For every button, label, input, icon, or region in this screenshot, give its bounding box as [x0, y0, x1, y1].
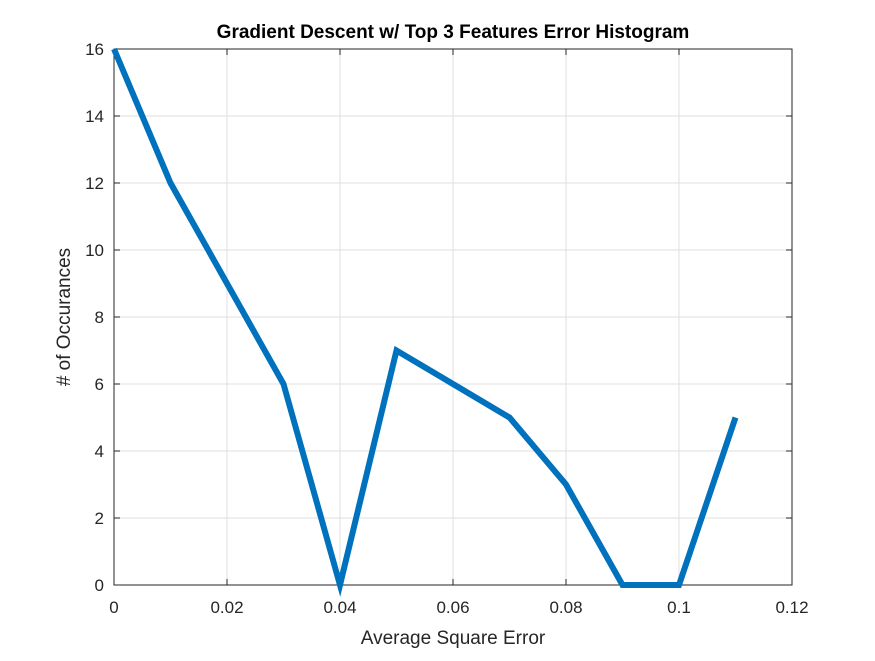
y-tick-label: 14 [85, 107, 104, 126]
x-tick-label: 0.12 [775, 598, 808, 617]
y-tick-label: 4 [95, 442, 104, 461]
y-tick-label: 10 [85, 241, 104, 260]
x-tick-label: 0.06 [436, 598, 469, 617]
y-tick-label: 2 [95, 509, 104, 528]
x-tick-label: 0.08 [549, 598, 582, 617]
y-axis-label: # of Occurances [54, 248, 75, 386]
chart-title: Gradient Descent w/ Top 3 Features Error… [217, 22, 690, 43]
grid-lines [113, 48, 793, 586]
x-tick-label: 0 [109, 598, 118, 617]
x-tick-label: 0.02 [210, 598, 243, 617]
y-tick-label: 6 [95, 375, 104, 394]
axis-ticks [113, 48, 793, 586]
x-tick-label: 0.1 [667, 598, 691, 617]
y-tick-label: 12 [85, 174, 104, 193]
series-layer [111, 47, 739, 597]
x-tick-label: 0.04 [323, 598, 356, 617]
y-tick-label: 0 [95, 576, 104, 595]
y-tick-label: 16 [85, 40, 104, 59]
series-line [111, 47, 739, 597]
tick-labels: 0 0.02 0.04 0.06 0.08 0.1 0.12 0 2 4 6 8 10 12 14 16 [85, 40, 808, 617]
y-tick-label: 8 [95, 308, 104, 327]
x-axis-label: Average Square Error [361, 628, 546, 649]
